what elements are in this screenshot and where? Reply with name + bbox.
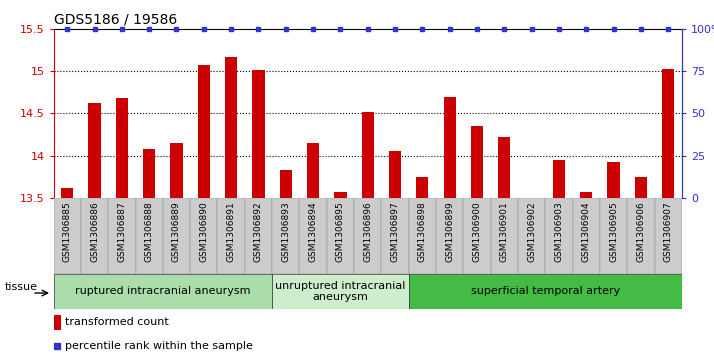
Bar bbox=[299, 198, 327, 274]
Bar bbox=[498, 137, 511, 198]
Text: tissue: tissue bbox=[4, 282, 37, 292]
Text: GSM1306897: GSM1306897 bbox=[391, 202, 400, 262]
Bar bbox=[471, 126, 483, 198]
Bar bbox=[381, 198, 408, 274]
Bar bbox=[463, 198, 491, 274]
Bar bbox=[136, 198, 163, 274]
Bar bbox=[443, 97, 456, 198]
Bar bbox=[573, 198, 600, 274]
Bar bbox=[408, 198, 436, 274]
Bar bbox=[662, 69, 674, 198]
Text: GSM1306898: GSM1306898 bbox=[418, 202, 427, 262]
Bar bbox=[198, 65, 210, 198]
Bar bbox=[225, 57, 237, 198]
Text: GSM1306894: GSM1306894 bbox=[308, 202, 318, 262]
Text: GSM1306906: GSM1306906 bbox=[636, 202, 645, 262]
Text: GDS5186 / 19586: GDS5186 / 19586 bbox=[54, 12, 177, 26]
Bar bbox=[89, 103, 101, 198]
Text: GSM1306892: GSM1306892 bbox=[254, 202, 263, 262]
Bar bbox=[81, 198, 109, 274]
Text: unruptured intracranial
aneurysm: unruptured intracranial aneurysm bbox=[275, 281, 406, 302]
Text: GSM1306890: GSM1306890 bbox=[199, 202, 208, 262]
Text: GSM1306900: GSM1306900 bbox=[473, 202, 481, 262]
Bar bbox=[545, 198, 573, 274]
Bar bbox=[334, 192, 346, 198]
Text: GSM1306901: GSM1306901 bbox=[500, 202, 509, 262]
Bar bbox=[416, 177, 428, 198]
Text: GSM1306905: GSM1306905 bbox=[609, 202, 618, 262]
Text: percentile rank within the sample: percentile rank within the sample bbox=[65, 341, 253, 351]
Bar bbox=[518, 198, 545, 274]
Bar bbox=[143, 149, 156, 198]
Bar bbox=[61, 188, 74, 198]
Text: GSM1306891: GSM1306891 bbox=[226, 202, 236, 262]
Bar bbox=[272, 198, 299, 274]
Text: GSM1306903: GSM1306903 bbox=[555, 202, 563, 262]
Bar bbox=[627, 198, 655, 274]
Bar bbox=[361, 112, 374, 198]
Bar bbox=[635, 177, 647, 198]
Bar bbox=[54, 198, 81, 274]
Bar bbox=[109, 198, 136, 274]
Bar bbox=[163, 198, 190, 274]
Bar bbox=[307, 143, 319, 198]
Text: GSM1306904: GSM1306904 bbox=[582, 202, 590, 262]
Text: transformed count: transformed count bbox=[65, 317, 169, 327]
Bar bbox=[280, 170, 292, 198]
Bar bbox=[580, 192, 593, 198]
Text: GSM1306886: GSM1306886 bbox=[90, 202, 99, 262]
Bar bbox=[272, 274, 408, 309]
Bar bbox=[327, 198, 354, 274]
Bar bbox=[252, 70, 265, 198]
Bar bbox=[218, 198, 245, 274]
Bar bbox=[171, 143, 183, 198]
Bar bbox=[553, 160, 565, 198]
Text: GSM1306887: GSM1306887 bbox=[117, 202, 126, 262]
Bar bbox=[116, 98, 128, 198]
Bar bbox=[190, 198, 218, 274]
Text: GSM1306893: GSM1306893 bbox=[281, 202, 291, 262]
Bar bbox=[354, 198, 381, 274]
Bar bbox=[54, 315, 61, 330]
Bar bbox=[608, 162, 620, 198]
Text: GSM1306899: GSM1306899 bbox=[445, 202, 454, 262]
Bar bbox=[389, 151, 401, 198]
Text: GSM1306907: GSM1306907 bbox=[664, 202, 673, 262]
Text: GSM1306902: GSM1306902 bbox=[527, 202, 536, 262]
Bar bbox=[436, 198, 463, 274]
Bar bbox=[245, 198, 272, 274]
Bar bbox=[408, 274, 682, 309]
Text: superficial temporal artery: superficial temporal artery bbox=[471, 286, 620, 296]
Bar bbox=[600, 198, 627, 274]
Text: GSM1306885: GSM1306885 bbox=[63, 202, 71, 262]
Bar bbox=[54, 274, 272, 309]
Bar bbox=[655, 198, 682, 274]
Text: GSM1306895: GSM1306895 bbox=[336, 202, 345, 262]
Text: ruptured intracranial aneurysm: ruptured intracranial aneurysm bbox=[75, 286, 251, 296]
Bar bbox=[491, 198, 518, 274]
Text: GSM1306889: GSM1306889 bbox=[172, 202, 181, 262]
Text: GSM1306896: GSM1306896 bbox=[363, 202, 372, 262]
Text: GSM1306888: GSM1306888 bbox=[145, 202, 154, 262]
